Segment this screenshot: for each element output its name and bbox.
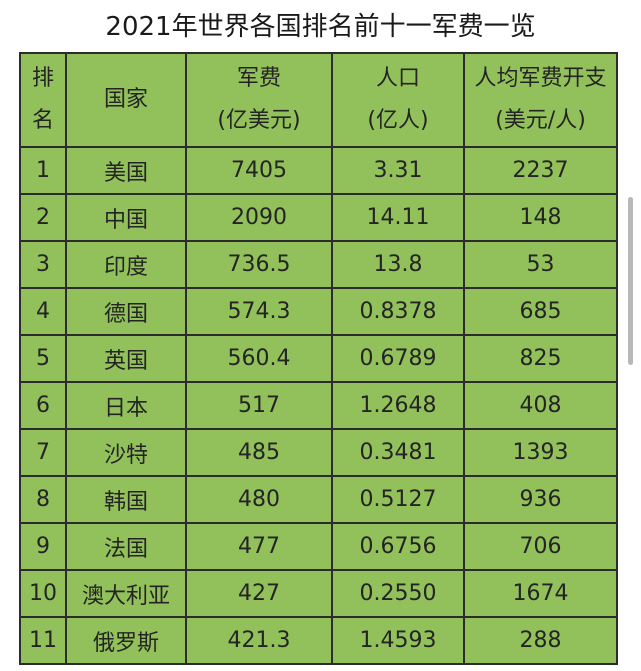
country-cell: 德国 [65, 287, 187, 336]
country-cell: 中国 [65, 193, 187, 242]
header-population-line2: (亿人) [367, 108, 429, 133]
rank-cell: 4 [19, 287, 67, 336]
country-cell: 美国 [65, 146, 187, 195]
table-row: 10 澳大利亚 427 0.2550 1674 [19, 569, 618, 618]
table-row: 4 德国 574.3 0.8378 685 [19, 287, 618, 336]
military-cell: 574.3 [185, 287, 333, 336]
population-cell: 1.2648 [331, 381, 465, 430]
population-cell: 1.4593 [331, 616, 465, 665]
rank-cell: 8 [19, 475, 67, 524]
per-capita-cell: 1393 [463, 428, 618, 477]
header-rank: 排 名 [19, 52, 67, 148]
rank-cell: 6 [19, 381, 67, 430]
table-row: 11 俄罗斯 421.3 1.4593 288 [19, 616, 618, 665]
table-header-row: 排 名 国家 军费 (亿美元) 人口 (亿人) 人均军费开支 (美元/人) [19, 52, 618, 148]
table-row: 2 中国 2090 14.11 148 [19, 193, 618, 242]
country-cell: 日本 [65, 381, 187, 430]
table-row: 8 韩国 480 0.5127 936 [19, 475, 618, 524]
per-capita-cell: 706 [463, 522, 618, 571]
per-capita-cell: 408 [463, 381, 618, 430]
table-row: 6 日本 517 1.2648 408 [19, 381, 618, 430]
header-military-line2: (亿美元) [217, 108, 301, 133]
military-cell: 560.4 [185, 334, 333, 383]
rank-cell: 7 [19, 428, 67, 477]
table-row: 7 沙特 485 0.3481 1393 [19, 428, 618, 477]
header-rank-line2: 名 [31, 108, 54, 133]
per-capita-cell: 2237 [463, 146, 618, 195]
military-cell: 517 [185, 381, 333, 430]
page-title: 2021年世界各国排名前十一军费一览 [105, 12, 536, 42]
population-cell: 0.6756 [331, 522, 465, 571]
per-capita-cell: 148 [463, 193, 618, 242]
military-spending-table: 排 名 国家 军费 (亿美元) 人口 (亿人) 人均军费开支 (美元/人) 1 … [19, 52, 618, 665]
header-population-line1: 人口 [375, 66, 420, 91]
population-cell: 0.3481 [331, 428, 465, 477]
military-cell: 7405 [185, 146, 333, 195]
military-cell: 480 [185, 475, 333, 524]
population-cell: 14.11 [331, 193, 465, 242]
population-cell: 0.8378 [331, 287, 465, 336]
header-rank-line1: 排 [31, 66, 54, 91]
country-cell: 俄罗斯 [65, 616, 187, 665]
header-country: 国家 [65, 52, 187, 148]
rank-cell: 5 [19, 334, 67, 383]
rank-cell: 3 [19, 240, 67, 289]
military-cell: 2090 [185, 193, 333, 242]
population-cell: 0.2550 [331, 569, 465, 618]
military-cell: 477 [185, 522, 333, 571]
military-cell: 485 [185, 428, 333, 477]
per-capita-cell: 685 [463, 287, 618, 336]
population-cell: 0.5127 [331, 475, 465, 524]
population-cell: 3.31 [331, 146, 465, 195]
per-capita-cell: 936 [463, 475, 618, 524]
per-capita-cell: 288 [463, 616, 618, 665]
military-cell: 421.3 [185, 616, 333, 665]
vertical-scrollbar[interactable] [628, 197, 633, 365]
header-population: 人口 (亿人) [331, 52, 465, 148]
header-military-line1: 军费 [236, 66, 281, 91]
header-per-capita-line1: 人均军费开支 [474, 66, 607, 91]
header-per-capita: 人均军费开支 (美元/人) [463, 52, 618, 148]
military-cell: 736.5 [185, 240, 333, 289]
rank-cell: 2 [19, 193, 67, 242]
country-cell: 澳大利亚 [65, 569, 187, 618]
rank-cell: 1 [19, 146, 67, 195]
country-cell: 印度 [65, 240, 187, 289]
header-per-capita-line2: (美元/人) [495, 108, 586, 133]
country-cell: 法国 [65, 522, 187, 571]
table-row: 3 印度 736.5 13.8 53 [19, 240, 618, 289]
military-cell: 427 [185, 569, 333, 618]
population-cell: 0.6789 [331, 334, 465, 383]
header-country-label: 国家 [103, 87, 148, 112]
table-row: 1 美国 7405 3.31 2237 [19, 146, 618, 195]
country-cell: 沙特 [65, 428, 187, 477]
per-capita-cell: 53 [463, 240, 618, 289]
table-row: 5 英国 560.4 0.6789 825 [19, 334, 618, 383]
rank-cell: 10 [19, 569, 67, 618]
rank-cell: 9 [19, 522, 67, 571]
country-cell: 英国 [65, 334, 187, 383]
per-capita-cell: 825 [463, 334, 618, 383]
table-row: 9 法国 477 0.6756 706 [19, 522, 618, 571]
population-cell: 13.8 [331, 240, 465, 289]
rank-cell: 11 [19, 616, 67, 665]
country-cell: 韩国 [65, 475, 187, 524]
header-military: 军费 (亿美元) [185, 52, 333, 148]
per-capita-cell: 1674 [463, 569, 618, 618]
